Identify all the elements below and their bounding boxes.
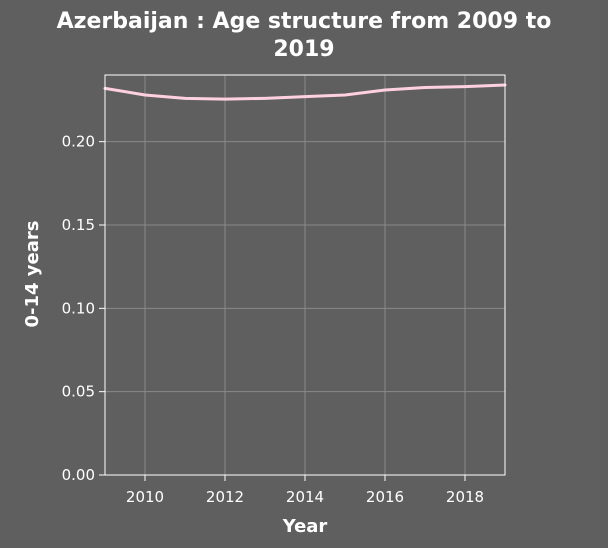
- x-tick-label-2016: 2016: [366, 488, 404, 506]
- plot-frame: [104, 74, 506, 476]
- x-tick-label-2010: 2010: [126, 488, 164, 506]
- x-tick-label-2012: 2012: [206, 488, 244, 506]
- y-tick-label-0.10: 0.10: [62, 299, 95, 317]
- chart-title-line-2: 2019: [273, 37, 334, 62]
- y-tick-label-0.05: 0.05: [62, 383, 95, 401]
- tick-labels: 2010 2012 2014 2016 2018 0.00 0.05 0.10 0.15 0.20: [62, 133, 485, 506]
- x-tick-label-2014: 2014: [286, 488, 324, 506]
- y-tick-label-0.00: 0.00: [62, 466, 95, 484]
- y-tick-label-0.20: 0.20: [62, 133, 95, 151]
- series-layer: [103, 83, 507, 101]
- chart-title-line-1: Azerbaijan : Age structure from 2009 to: [57, 9, 552, 34]
- y-axis-label: 0-14 years: [22, 221, 43, 328]
- grid: [105, 75, 505, 476]
- series-line-0: [103, 83, 507, 101]
- y-tick-label-0.15: 0.15: [62, 216, 95, 234]
- x-axis-label: Year: [282, 516, 328, 537]
- x-tick-label-2018: 2018: [446, 488, 484, 506]
